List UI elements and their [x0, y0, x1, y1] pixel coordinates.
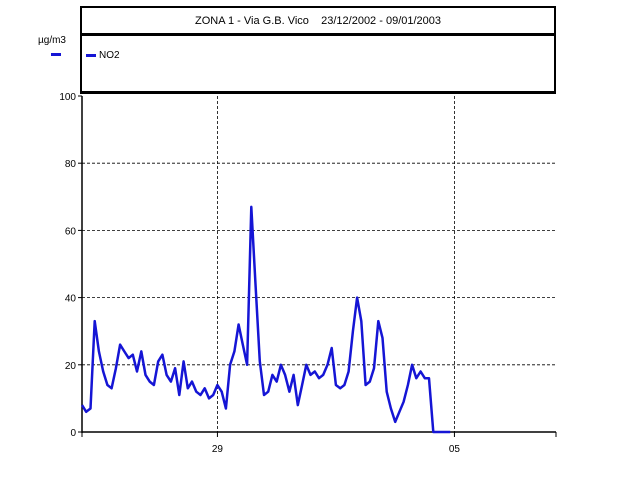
legend-swatch-no2 — [86, 54, 96, 57]
y-unit-swatch — [51, 53, 61, 56]
x-tick-label-29: 29 — [212, 444, 224, 455]
legend-entry-no2: NO2 — [86, 50, 120, 61]
legend-box: NO2 — [80, 33, 556, 94]
y-tick-label-100: 100 — [59, 92, 76, 103]
chart-title-box: ZONA 1 - Via G.B. Vico 23/12/2002 - 09/0… — [80, 6, 556, 33]
legend-label-no2: NO2 — [99, 50, 120, 61]
y-unit-label: µg/m3 — [38, 35, 66, 46]
x-tick-label-05: 05 — [449, 444, 461, 455]
y-tick-label-0: 0 — [70, 428, 76, 439]
y-tick-label-40: 40 — [65, 294, 77, 305]
y-tick-label-20: 20 — [65, 361, 77, 372]
y-tick-label-80: 80 — [65, 159, 77, 170]
y-tick-label-60: 60 — [65, 226, 77, 237]
series-line-no2 — [80, 205, 451, 434]
chart-title: ZONA 1 - Via G.B. Vico 23/12/2002 - 09/0… — [194, 14, 442, 27]
